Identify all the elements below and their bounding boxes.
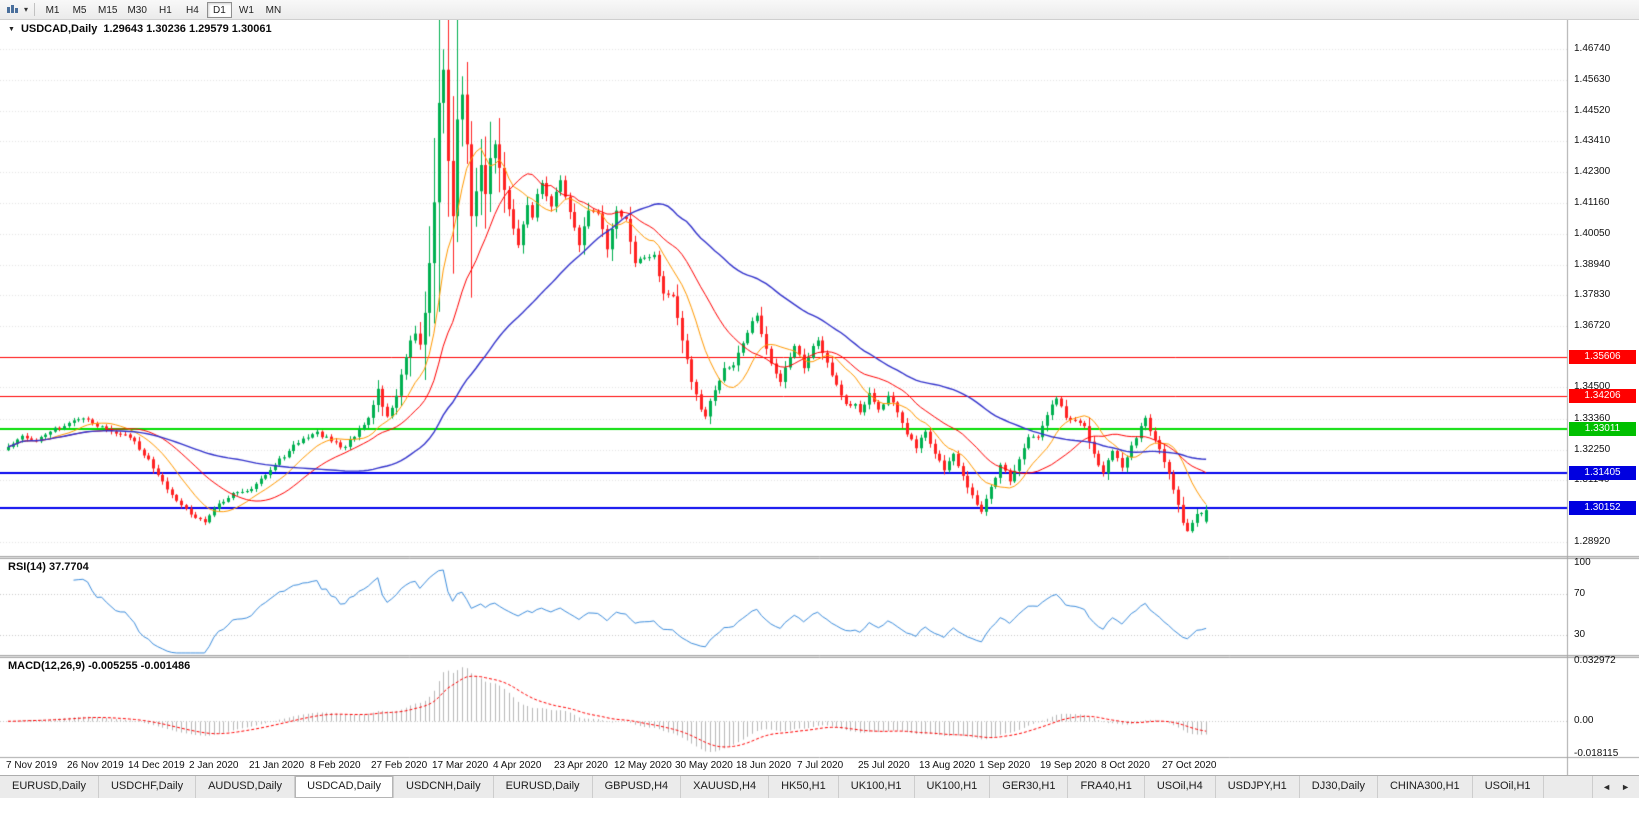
chart-type-icon[interactable] bbox=[3, 1, 22, 19]
timeframe-button-m15[interactable]: M15 bbox=[94, 2, 121, 18]
symbol-tab-uk100-h1[interactable]: UK100,H1 bbox=[838, 776, 915, 798]
symbol-tab-eurusd-daily[interactable]: EURUSD,Daily bbox=[493, 776, 593, 798]
symbol-tab-xauusd-h4[interactable]: XAUUSD,H4 bbox=[681, 776, 770, 798]
symbol-tab-gbpusd-h4[interactable]: GBPUSD,H4 bbox=[592, 776, 682, 798]
symbol-tab-usdchf-daily[interactable]: USDCHF,Daily bbox=[98, 776, 197, 798]
symbol-tab-dj30-daily[interactable]: DJ30,Daily bbox=[1299, 776, 1378, 798]
timeframe-button-d1[interactable]: D1 bbox=[206, 1, 232, 18]
timeframe-toolbar: ▾ M1 M5 M15 M30 H1 H4 D1 W1 MN bbox=[0, 0, 1639, 20]
symbol-tab-china300-h1[interactable]: CHINA300,H1 bbox=[1377, 776, 1473, 798]
symbol-tab-hk50-h1[interactable]: HK50,H1 bbox=[769, 776, 839, 798]
symbol-tab-uk100-h1[interactable]: UK100,H1 bbox=[914, 776, 991, 798]
timeframe-button-mn[interactable]: MN bbox=[261, 2, 286, 18]
tab-scroll-arrows: ◄ ► bbox=[1592, 776, 1639, 798]
symbol-tabs: EURUSD,Daily USDCHF,Daily AUDUSD,Daily USDC… bbox=[0, 776, 1592, 798]
symbol-tab-usdcad-daily[interactable]: USDCAD,Daily bbox=[295, 776, 395, 798]
timeframe-button-m1[interactable]: M1 bbox=[40, 2, 65, 18]
timeframe-button-w1[interactable]: W1 bbox=[234, 2, 259, 18]
timeframe-button-m5[interactable]: M5 bbox=[67, 2, 92, 18]
chevron-down-icon[interactable]: ▾ bbox=[24, 5, 29, 14]
timeframe-button-h1[interactable]: H1 bbox=[153, 2, 178, 18]
timeframe-button-m30[interactable]: M30 bbox=[123, 2, 150, 18]
symbol-tab-usdjpy-h1[interactable]: USDJPY,H1 bbox=[1215, 776, 1300, 798]
tab-scroll-left-button[interactable]: ◄ bbox=[1602, 782, 1612, 792]
toolbar-separator bbox=[34, 3, 36, 16]
symbol-tab-usoil-h4[interactable]: USOil,H4 bbox=[1144, 776, 1216, 798]
symbol-tab-usoil-h1[interactable]: USOil,H1 bbox=[1472, 776, 1544, 798]
symbol-tab-eurusd-daily[interactable]: EURUSD,Daily bbox=[0, 776, 99, 798]
tab-scroll-right-button[interactable]: ► bbox=[1621, 782, 1630, 792]
timeframe-buttons: M1 M5 M15 M30 H1 H4 D1 W1 MN bbox=[39, 1, 287, 18]
symbol-tab-usdcnh-daily[interactable]: USDCNH,Daily bbox=[394, 776, 494, 798]
timeframe-button-h4[interactable]: H4 bbox=[180, 2, 205, 18]
symbol-tab-fra40-h1[interactable]: FRA40,H1 bbox=[1068, 776, 1145, 798]
price-chart-canvas[interactable] bbox=[0, 20, 1639, 775]
symbol-tabbar: EURUSD,Daily USDCHF,Daily AUDUSD,Daily USDC… bbox=[0, 775, 1639, 798]
symbol-tab-audusd-daily[interactable]: AUDUSD,Daily bbox=[196, 776, 296, 798]
symbol-tab-ger30-h1[interactable]: GER30,H1 bbox=[990, 776, 1069, 798]
